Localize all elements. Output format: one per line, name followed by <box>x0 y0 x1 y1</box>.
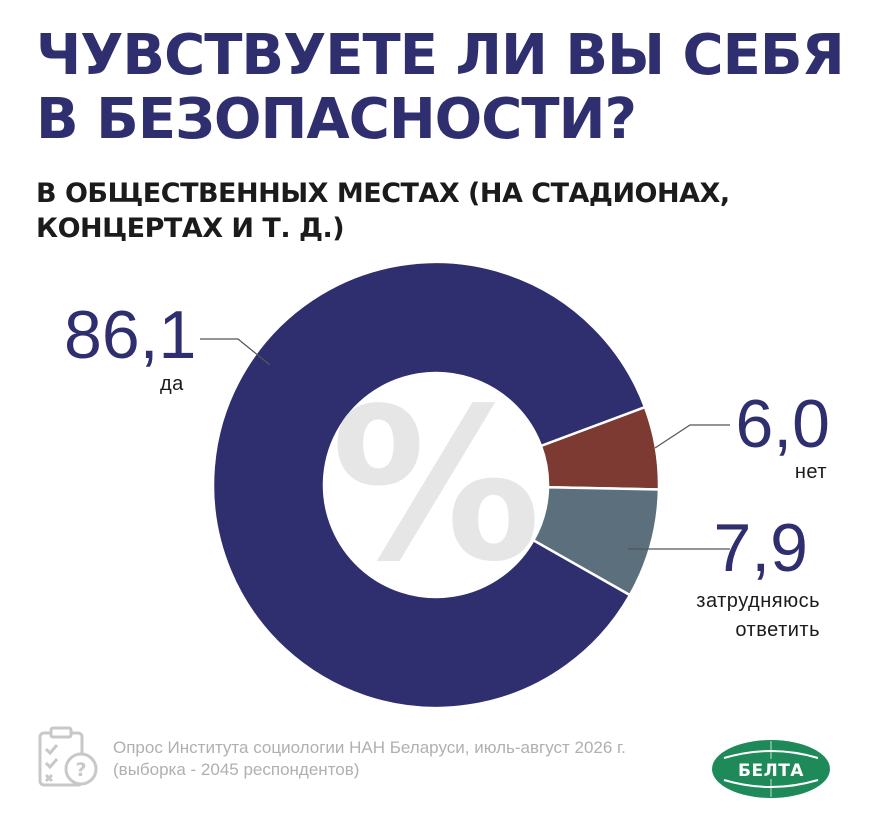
value-label-unsure: 7,9 <box>713 510 808 586</box>
percent-symbol: % <box>331 363 541 608</box>
survey-source-line-1: Опрос Института социологии НАН Беларуси,… <box>113 738 626 757</box>
survey-source-line-2: (выборка - 2045 респондентов) <box>113 760 360 779</box>
title-line-1: ЧУВСТВУЕТЕ ЛИ ВЫ СЕБЯ <box>36 23 845 88</box>
leader-line-da <box>200 338 271 366</box>
category-label-da: да <box>160 373 184 395</box>
clipboard-question-icon: ? <box>38 726 98 787</box>
page-title: ЧУВСТВУЕТЕ ЛИ ВЫ СЕБЯ В БЕЗОПАСНОСТИ? <box>36 24 856 152</box>
belta-logo: БЕЛТА <box>712 740 830 798</box>
category-label-unsure-line-1: затрудняюсь <box>696 590 820 612</box>
subtitle-line-1: В ОБЩЕСТВЕННЫХ МЕСТАХ (НА СТАДИОНАХ, <box>36 178 730 209</box>
leader-line-net <box>654 424 730 449</box>
slice-da <box>211 260 647 710</box>
page-subtitle: В ОБЩЕСТВЕННЫХ МЕСТАХ (НА СТАДИОНАХ, КОН… <box>36 176 836 246</box>
category-label-net: нет <box>795 461 827 483</box>
title-line-2: В БЕЗОПАСНОСТИ? <box>36 87 637 152</box>
svg-text:?: ? <box>75 759 86 781</box>
survey-source: Опрос Института социологии НАН Беларуси,… <box>113 737 693 781</box>
subtitle-line-2: КОНЦЕРТАХ И Т. Д.) <box>36 213 345 244</box>
logo-text: БЕЛТА <box>738 761 804 781</box>
donut-slices <box>211 260 661 710</box>
value-label-net: 6,0 <box>735 386 830 462</box>
category-label-unsure-line-2: ответить <box>735 619 820 641</box>
value-label-da: 86,1 <box>64 297 196 373</box>
